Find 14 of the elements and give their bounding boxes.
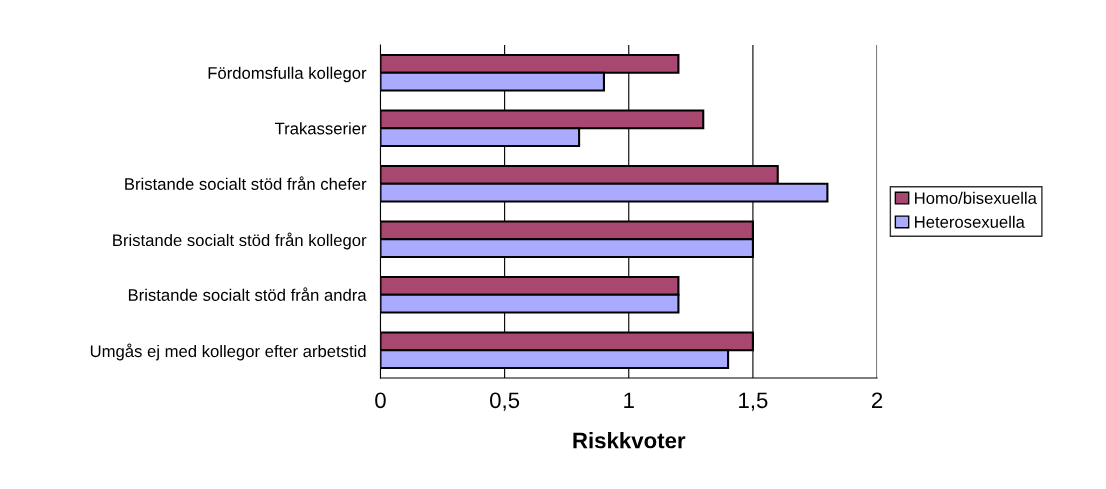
y-tick-label: Umgås ej med kollegor efter arbetstid [90,343,366,361]
y-tick-label: Trakasserier [274,122,367,135]
y-tick-label: Bristande socialt stöd från andra [128,287,367,301]
y-tick-label: Bristande socialt stöd från chefer [125,176,367,190]
x-axis-title: Riskkvoter [573,432,686,449]
legend-label: Homo/bisexuella [915,191,1037,205]
x-tick-label: 2 [872,392,883,408]
x-tick-label: 0,5 [490,392,520,411]
legend-label: Heterosexuella [915,215,1025,228]
y-tick-label: Bristande socialt stöd från kollegor [113,232,367,250]
x-tick-label: 1,5 [739,392,768,411]
x-tick-label: 0 [375,392,386,409]
y-tick-label: Fördomsfulla kollegor [208,66,367,83]
x-tick-label: 1 [624,392,634,408]
